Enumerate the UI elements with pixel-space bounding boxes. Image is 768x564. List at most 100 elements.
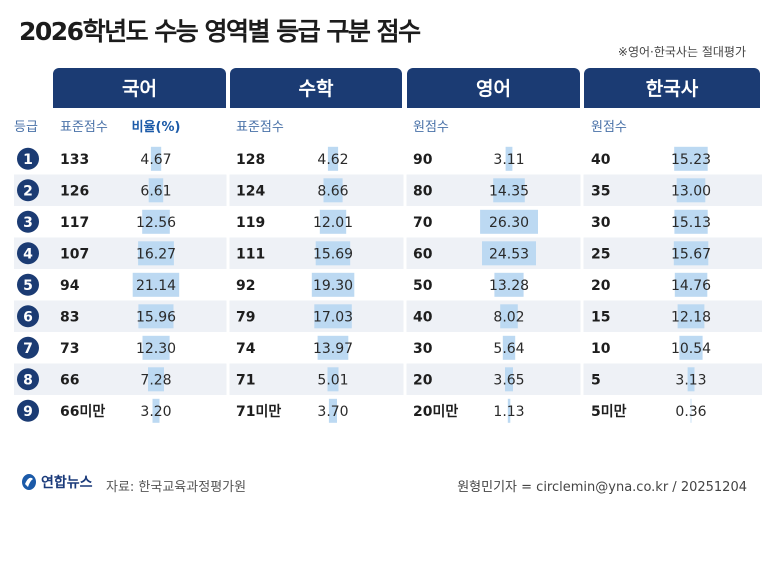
score-value: 83 — [60, 309, 79, 325]
grade-badge — [17, 179, 39, 202]
ratio-bar-3-6 — [500, 304, 518, 329]
section-header-base — [230, 96, 402, 108]
ratio-label: 3.11 — [493, 152, 524, 168]
score-value: 107 — [60, 246, 89, 262]
row-background — [14, 237, 762, 269]
ratio-bar-4-1 — [674, 146, 708, 171]
score-value: 60 — [413, 246, 433, 262]
score-value: 25 — [591, 246, 610, 262]
ratio-bar-3-8 — [505, 367, 513, 392]
grade-number: 9 — [23, 404, 33, 420]
score-value: 79 — [236, 309, 255, 325]
score-value: 66 — [60, 372, 79, 388]
ratio-label: 15.96 — [136, 309, 176, 325]
ratio-label: 21.14 — [136, 278, 176, 294]
chart-title: 2026학년도 수능 영역별 등급 구분 점수 — [19, 17, 421, 46]
ratio-bar-4-7 — [679, 335, 703, 360]
ratio-label: 5.01 — [317, 372, 348, 388]
score-value: 66미만 — [60, 404, 105, 420]
ratio-label: 4.62 — [317, 152, 348, 168]
section-header-base — [53, 96, 226, 108]
ratio-label: 0.36 — [675, 404, 706, 420]
ratio-label: 12.56 — [136, 215, 176, 231]
section-name: 국어 — [122, 78, 157, 100]
ratio-bar-3-9 — [507, 398, 511, 423]
subheader-score: 원점수 — [413, 120, 449, 135]
score-value: 124 — [236, 183, 265, 199]
score-value: 20 — [591, 278, 611, 294]
ratio-bar-1-1 — [150, 146, 162, 171]
ratio-label: 3.65 — [493, 372, 524, 388]
ratio-label: 12.18 — [671, 309, 711, 325]
ratio-bar-2-8 — [327, 367, 339, 392]
row-background — [14, 300, 762, 332]
grade-number: 4 — [23, 246, 33, 262]
score-value: 50 — [413, 278, 433, 294]
note: ※영어·한국사는 절대평가 — [617, 45, 746, 59]
score-value: 133 — [60, 152, 89, 168]
grade-number: 8 — [23, 372, 33, 388]
ratio-label: 4.67 — [140, 152, 171, 168]
ratio-bar-2-2 — [323, 178, 343, 203]
grade-badge — [17, 305, 39, 328]
subheader-ratio: 비율(%) — [132, 119, 181, 135]
ratio-bar-1-6 — [138, 304, 174, 329]
grade-number: 3 — [23, 215, 33, 231]
ratio-label: 15.23 — [671, 152, 711, 168]
grade-number: 6 — [23, 309, 33, 325]
ratio-label: 13.97 — [313, 341, 353, 357]
section-name: 영어 — [476, 78, 511, 100]
score-value: 71미만 — [236, 404, 281, 420]
ratio-bar-1-5 — [132, 272, 180, 297]
grade-header: 등급 — [14, 120, 38, 135]
grade-badge — [17, 368, 39, 391]
ratio-bar-2-6 — [314, 304, 352, 329]
subheader-score: 표준점수 — [236, 120, 284, 135]
score-value: 71 — [236, 372, 255, 388]
ratio-bar-2-9 — [328, 398, 337, 423]
score-value: 73 — [60, 341, 79, 357]
score-value: 70 — [413, 215, 433, 231]
footer-credit: 원형민기자 = circlemin@yna.co.kr / 20251204 — [457, 480, 747, 495]
grade-badge — [17, 242, 39, 265]
grade-number: 7 — [23, 341, 33, 357]
score-value: 92 — [236, 278, 255, 294]
ratio-bar-1-4 — [138, 241, 174, 266]
score-value: 80 — [413, 183, 433, 199]
score-value: 117 — [60, 215, 89, 231]
score-value: 74 — [236, 341, 256, 357]
ratio-label: 8.02 — [493, 309, 524, 325]
ratio-label: 3.70 — [317, 404, 348, 420]
section-name: 수학 — [299, 78, 334, 100]
ratio-bar-4-4 — [673, 241, 709, 266]
ratio-bar-3-1 — [505, 146, 513, 171]
score-value: 40 — [591, 152, 611, 168]
score-value: 126 — [60, 183, 89, 199]
logo-text: 연합뉴스 — [41, 475, 93, 491]
score-value: 35 — [591, 183, 610, 199]
score-value: 119 — [236, 215, 265, 231]
score-value: 15 — [591, 309, 610, 325]
ratio-bar-2-5 — [311, 272, 355, 297]
grade-badge — [17, 399, 39, 422]
ratio-bar-1-7 — [142, 335, 170, 360]
score-value: 5미만 — [591, 404, 627, 420]
grade-number: 1 — [23, 152, 33, 168]
score-value: 5 — [591, 372, 601, 388]
ratio-label: 17.03 — [313, 309, 353, 325]
ratio-label: 19.30 — [313, 278, 353, 294]
score-value: 94 — [60, 278, 80, 294]
grade-badge — [17, 336, 39, 359]
ratio-bar-2-1 — [327, 146, 339, 171]
ratio-label: 13.00 — [671, 183, 711, 199]
ratio-bar-3-4 — [482, 241, 536, 266]
ratio-bar-1-8 — [148, 367, 164, 392]
ratio-label: 24.53 — [489, 246, 529, 262]
ratio-bar-2-4 — [315, 241, 351, 266]
score-value: 20 — [413, 372, 433, 388]
ratio-label: 26.30 — [489, 215, 529, 231]
score-value: 30 — [413, 341, 433, 357]
ratio-label: 5.64 — [493, 341, 524, 357]
ratio-label: 3.13 — [675, 372, 706, 388]
